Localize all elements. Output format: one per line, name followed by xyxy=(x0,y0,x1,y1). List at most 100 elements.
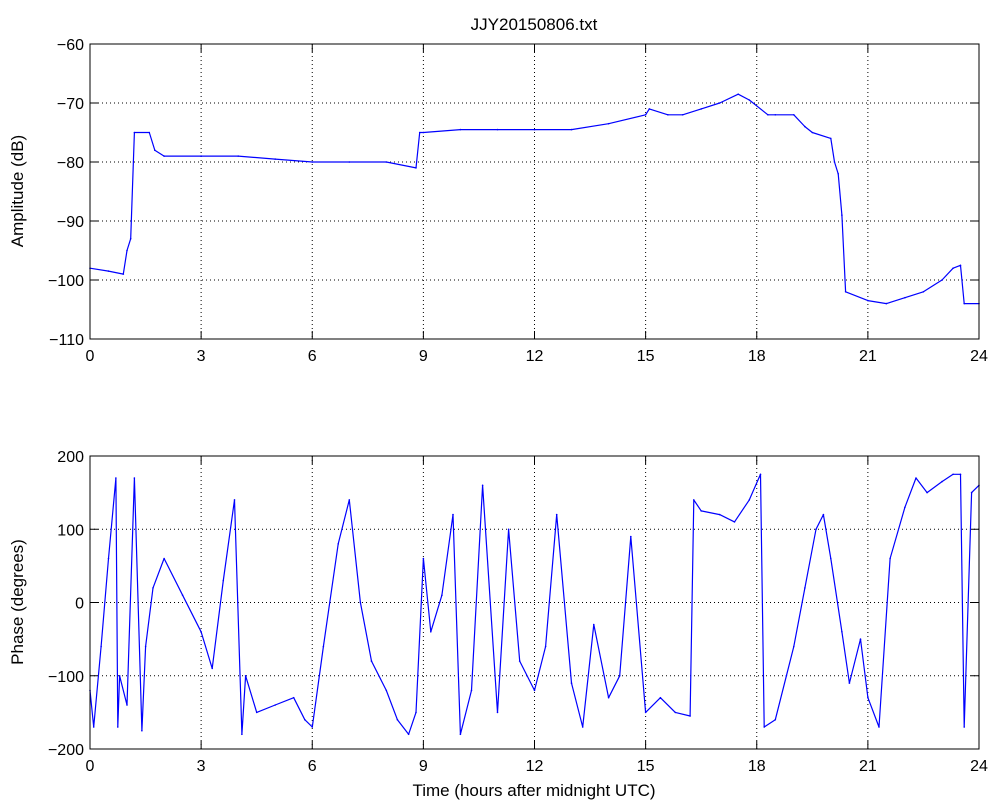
y-tick-label: −70 xyxy=(57,96,84,113)
data-point xyxy=(311,726,314,728)
data-point xyxy=(648,108,651,110)
y-axis: 200 100 0 −100 −200 xyxy=(48,449,979,759)
data-point xyxy=(107,270,110,272)
data-point xyxy=(593,623,595,626)
series-line xyxy=(89,473,980,735)
data-point xyxy=(867,299,869,302)
x-tick-label: 21 xyxy=(859,758,877,775)
data-point xyxy=(470,689,473,692)
data-point xyxy=(407,733,410,736)
data-point xyxy=(200,631,202,633)
data-point xyxy=(959,473,962,476)
y-tick-label: −110 xyxy=(49,332,84,349)
data-point xyxy=(418,131,421,134)
data-point xyxy=(793,114,795,116)
plot-area xyxy=(90,44,979,339)
data-point xyxy=(107,557,110,560)
x-axis: 0 3 6 9 12 15 18 21 24 xyxy=(86,44,988,365)
data-point xyxy=(904,296,906,299)
y-axis: −60 −70 −80 −90 −100 −110 xyxy=(48,37,979,349)
data-point xyxy=(689,715,691,717)
data-point xyxy=(163,557,165,560)
data-point xyxy=(544,645,547,648)
x-tick-label: 0 xyxy=(86,758,95,775)
data-point xyxy=(274,158,277,160)
data-point xyxy=(644,711,647,714)
y-tick-label: −80 xyxy=(57,155,84,172)
data-point xyxy=(774,114,777,116)
chart-title: JJY20150806.txt xyxy=(471,15,598,34)
data-point xyxy=(237,155,239,157)
amplitude-panel: JJY20150806.txt 0 3 6 9 12 15 18 21 24 −60 −70 −80… xyxy=(8,15,988,365)
data-point xyxy=(889,557,891,560)
data-point xyxy=(241,733,243,736)
phase-panel: 0 3 6 9 12 15 18 21 24 200 100 0 −100 −200 Time (hou… xyxy=(8,449,988,800)
data-point xyxy=(767,114,769,116)
data-point xyxy=(533,689,536,692)
data-point xyxy=(841,214,843,216)
data-point xyxy=(496,711,499,714)
data-point xyxy=(952,267,954,270)
data-point xyxy=(830,137,832,140)
data-point xyxy=(481,484,484,487)
y-tick-label: 100 xyxy=(57,522,84,539)
data-point xyxy=(181,594,184,596)
data-point xyxy=(422,131,425,134)
data-point xyxy=(737,93,739,95)
data-point xyxy=(126,704,128,706)
x-tick-label: 6 xyxy=(308,758,317,775)
grid xyxy=(90,456,979,749)
data-point xyxy=(118,675,121,677)
data-point xyxy=(133,131,136,134)
data-point xyxy=(630,535,632,538)
data-point xyxy=(859,638,862,640)
data-point xyxy=(700,108,702,110)
data-point xyxy=(700,510,702,512)
data-point xyxy=(430,631,432,633)
x-tick-label: 9 xyxy=(419,348,428,365)
data-series xyxy=(89,93,980,305)
data-point xyxy=(274,704,277,706)
data-point xyxy=(667,114,669,116)
data-point xyxy=(904,506,906,509)
data-point xyxy=(337,543,340,545)
data-point xyxy=(748,99,751,101)
data-point xyxy=(100,645,102,648)
data-point xyxy=(459,128,462,131)
y-tick-label: −100 xyxy=(48,669,84,686)
data-point xyxy=(915,477,917,479)
data-point xyxy=(618,675,621,677)
data-point xyxy=(718,513,721,516)
data-point xyxy=(244,675,247,677)
data-point xyxy=(115,477,117,479)
data-point xyxy=(848,682,851,684)
data-point xyxy=(733,521,736,523)
data-point xyxy=(607,696,610,699)
x-tick-label: 24 xyxy=(970,348,988,365)
data-point xyxy=(822,513,825,516)
data-point xyxy=(570,682,573,684)
data-point xyxy=(415,167,417,169)
data-point xyxy=(385,689,388,692)
x-tick-label: 24 xyxy=(970,758,988,775)
data-point xyxy=(681,114,684,116)
x-tick-label: 21 xyxy=(859,348,877,365)
x-tick-label: 6 xyxy=(308,348,317,365)
data-point xyxy=(952,473,954,476)
data-point xyxy=(885,302,888,305)
data-point xyxy=(129,237,132,240)
y-tick-label: −200 xyxy=(48,742,84,759)
data-point xyxy=(833,161,836,163)
data-point xyxy=(154,149,156,151)
data-point xyxy=(459,733,462,736)
data-point xyxy=(963,302,965,305)
x-tick-label: 12 xyxy=(526,348,544,365)
data-point xyxy=(144,645,147,648)
data-point xyxy=(793,645,795,648)
data-point xyxy=(415,711,417,714)
data-point xyxy=(348,161,351,163)
data-point xyxy=(748,499,751,501)
data-point xyxy=(533,128,536,131)
y-axis-title: Amplitude (dB) xyxy=(8,135,27,247)
